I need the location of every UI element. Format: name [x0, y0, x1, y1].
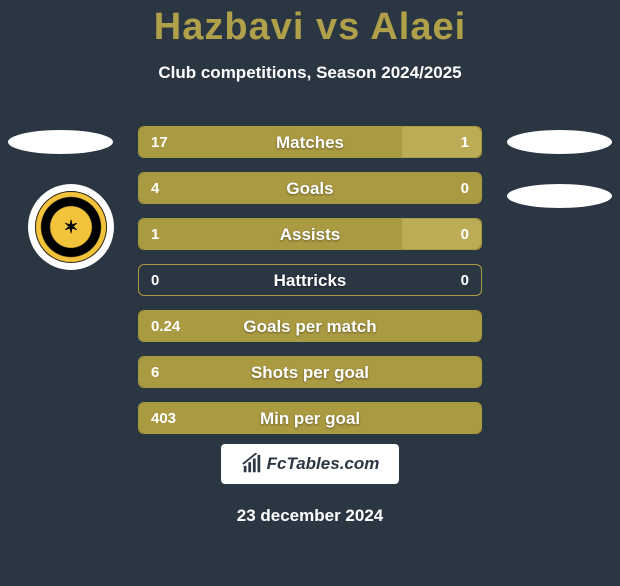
stat-value-right: 0 — [461, 173, 469, 203]
stat-label: Goals per match — [139, 311, 481, 341]
player-right-placeholder-2 — [507, 184, 612, 208]
stat-label: Shots per goal — [139, 357, 481, 387]
stat-label: Matches — [139, 127, 481, 157]
stat-label: Assists — [139, 219, 481, 249]
stat-row: 0Hattricks0 — [138, 264, 482, 296]
page-subtitle: Club competitions, Season 2024/2025 — [0, 63, 620, 83]
brand-badge[interactable]: FcTables.com — [221, 444, 399, 484]
player-right-placeholder-1 — [507, 130, 612, 154]
player-left-placeholder — [8, 130, 113, 154]
stat-label: Min per goal — [139, 403, 481, 433]
stats-container: 17Matches14Goals01Assists00Hattricks00.2… — [138, 126, 482, 448]
stat-row: 6Shots per goal — [138, 356, 482, 388]
stat-row: 0.24Goals per match — [138, 310, 482, 342]
stat-value-right: 0 — [461, 265, 469, 295]
stat-label: Goals — [139, 173, 481, 203]
stat-row: 17Matches1 — [138, 126, 482, 158]
stat-row: 4Goals0 — [138, 172, 482, 204]
stat-value-right: 1 — [461, 127, 469, 157]
brand-text: FcTables.com — [267, 454, 380, 474]
stat-row: 403Min per goal — [138, 402, 482, 434]
page-title: Hazbavi vs Alaei — [0, 6, 620, 49]
stat-label: Hattricks — [139, 265, 481, 295]
club-badge-left: ✶ — [28, 184, 114, 270]
chart-icon — [241, 453, 263, 475]
stat-row: 1Assists0 — [138, 218, 482, 250]
date-text: 23 december 2024 — [0, 506, 620, 526]
stat-value-right: 0 — [461, 219, 469, 249]
club-badge-icon: ✶ — [35, 191, 107, 263]
